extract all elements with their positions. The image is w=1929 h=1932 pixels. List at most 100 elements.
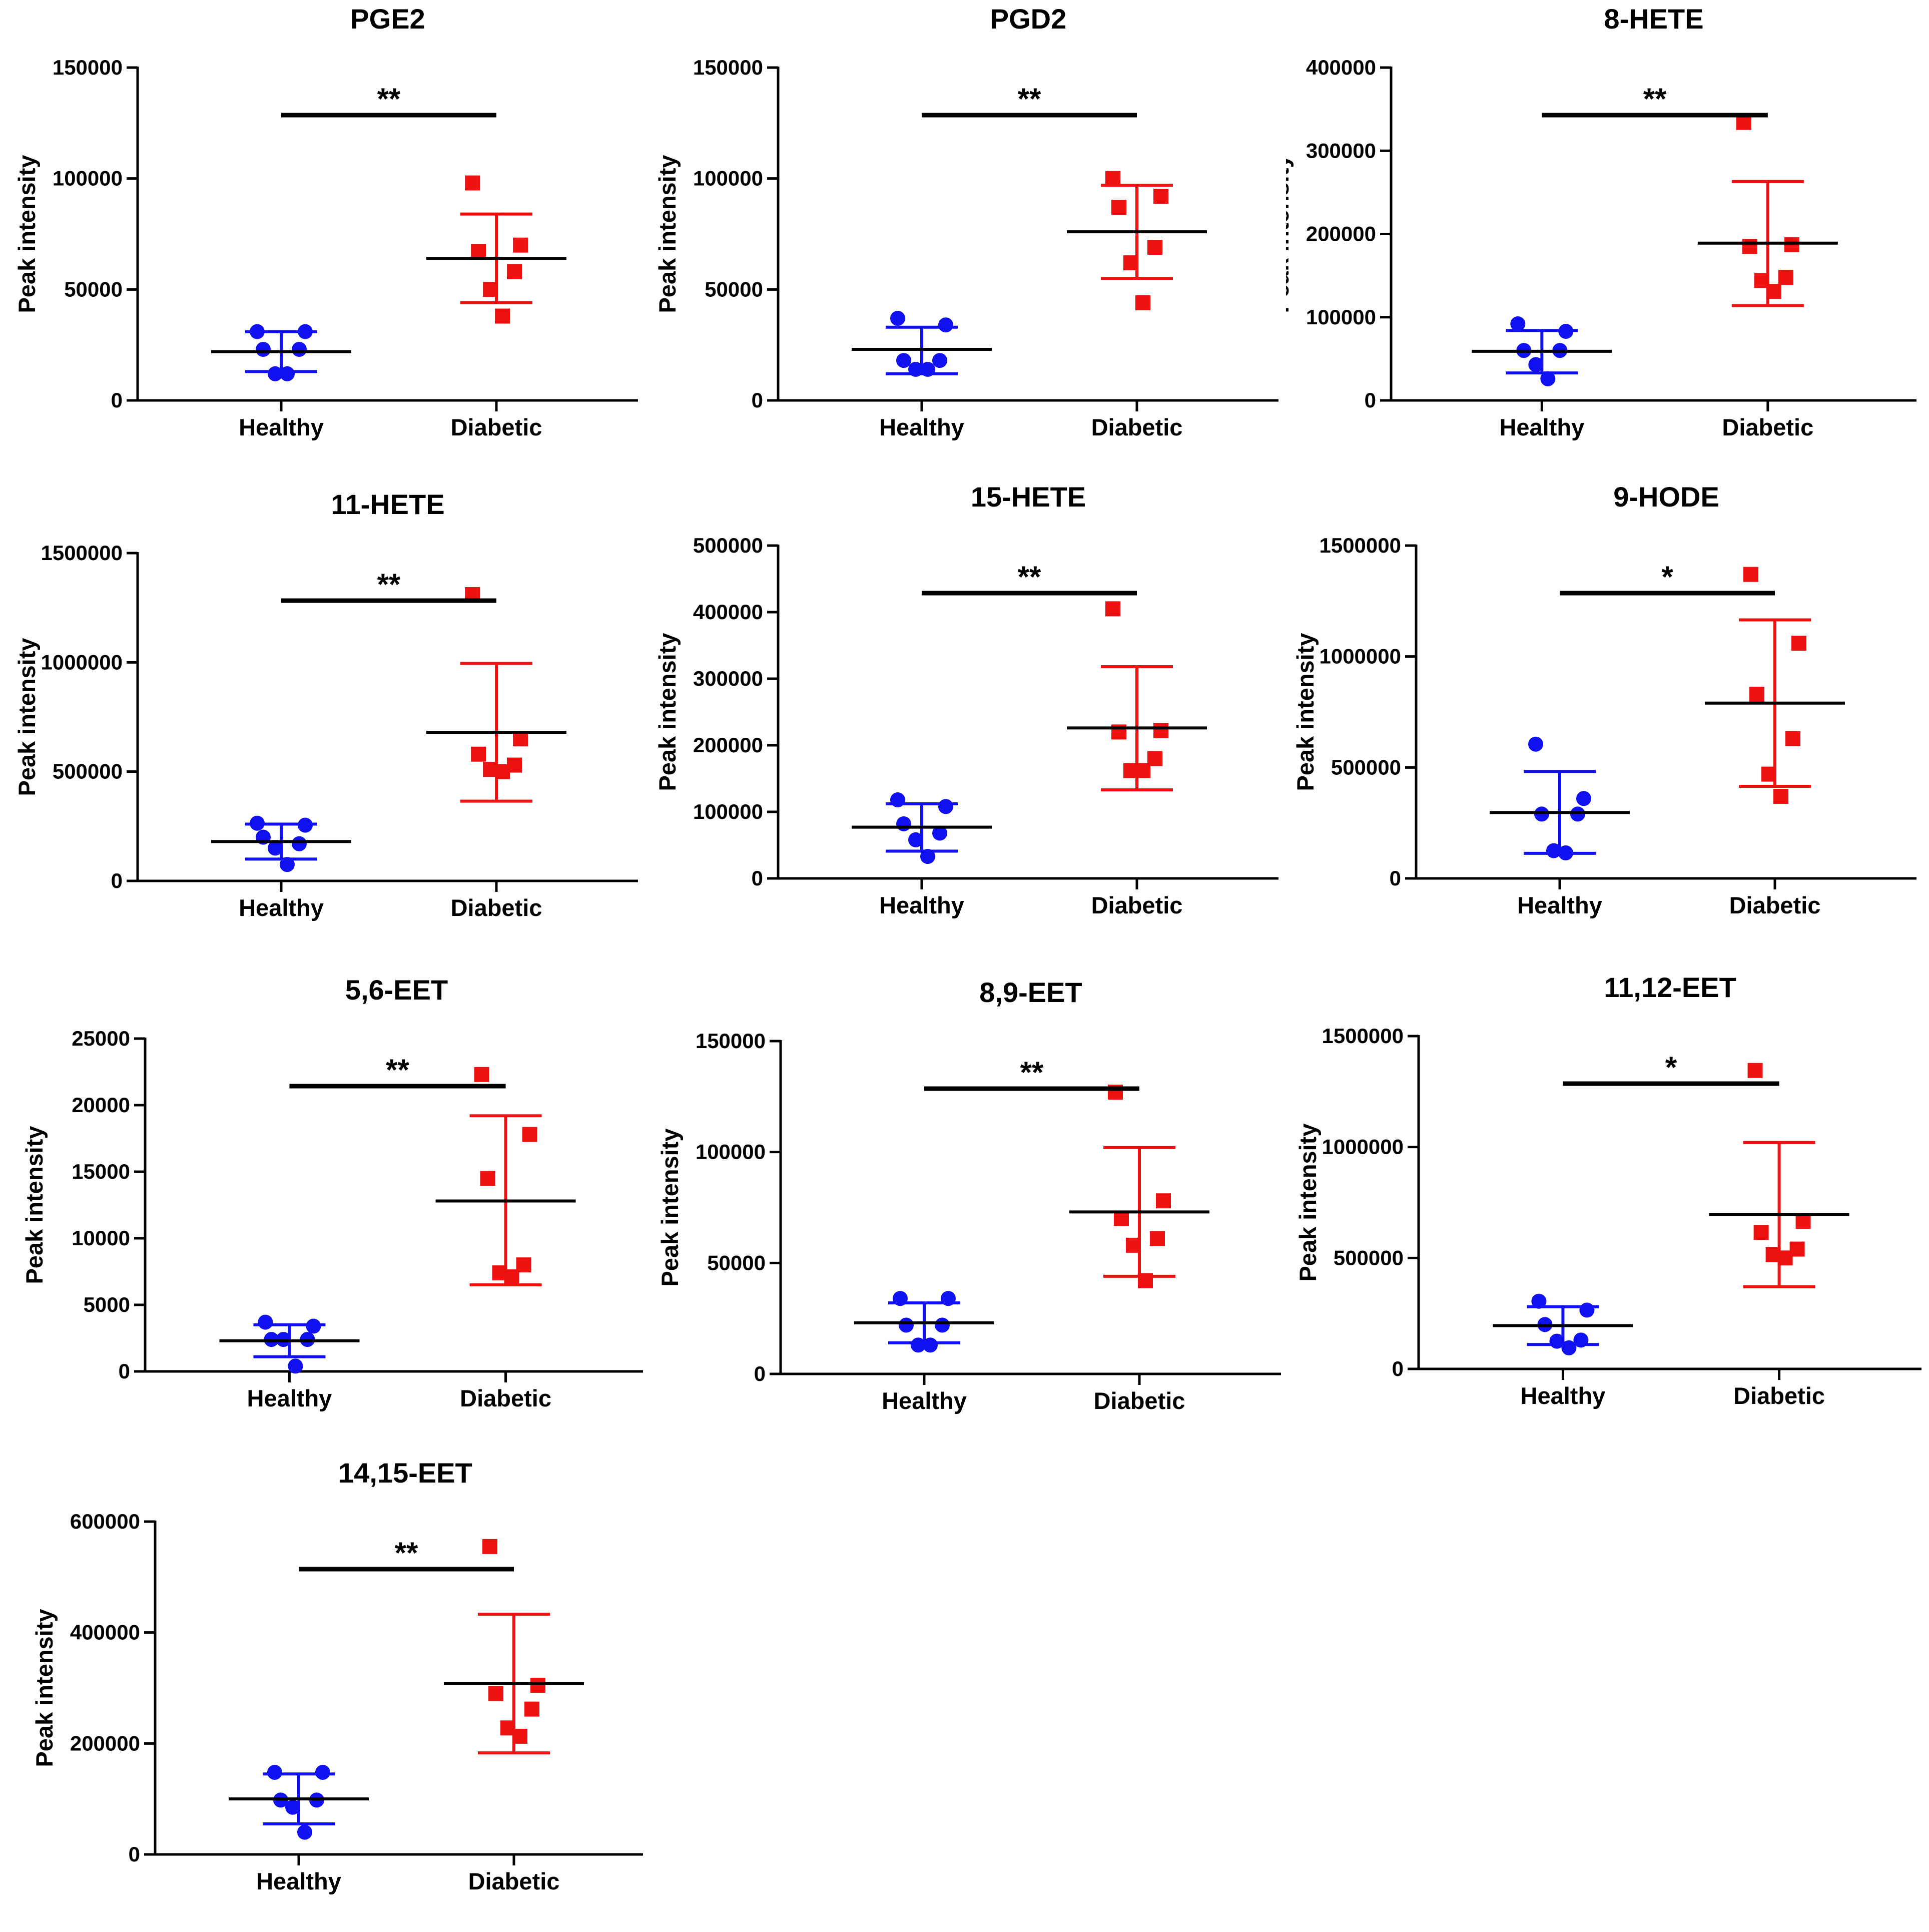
data-point-healthy <box>1570 806 1585 822</box>
data-point-healthy <box>932 353 947 368</box>
data-point-diabetic <box>1111 200 1126 215</box>
chart-title: 15-HETE <box>971 481 1086 513</box>
data-point-diabetic <box>1105 601 1120 617</box>
y-axis-label: Peak intensity <box>654 155 681 313</box>
data-point-diabetic <box>1742 239 1757 254</box>
data-point-healthy <box>1540 371 1556 386</box>
data-point-diabetic <box>1795 1214 1811 1229</box>
data-point-diabetic <box>495 764 510 779</box>
data-point-healthy <box>908 832 923 847</box>
data-point-diabetic <box>1747 1063 1763 1078</box>
data-point-healthy <box>920 849 935 864</box>
data-point-healthy <box>297 1824 312 1840</box>
data-point-healthy <box>292 836 307 851</box>
data-point-diabetic <box>1791 636 1806 651</box>
data-point-healthy <box>893 1291 908 1306</box>
data-point-healthy <box>250 815 265 831</box>
y-axis-label: Peak intensity <box>1295 1123 1321 1281</box>
data-point-healthy <box>1528 357 1544 372</box>
data-point-diabetic <box>1114 1211 1129 1226</box>
data-point-diabetic <box>1138 1273 1153 1288</box>
data-point-healthy <box>298 324 313 339</box>
y-tick-label: 0 <box>111 388 123 412</box>
y-axis-label: Peak intensity <box>657 1128 683 1286</box>
data-point-diabetic <box>1778 269 1793 285</box>
x-tick-label-healthy: Healthy <box>1517 892 1602 918</box>
significance-label: * <box>1665 1051 1677 1084</box>
data-point-healthy <box>908 361 923 377</box>
data-point-healthy <box>292 342 307 357</box>
y-tick-label: 10000 <box>72 1226 130 1250</box>
y-tick-label: 50000 <box>705 277 763 301</box>
x-tick-label-healthy: Healthy <box>256 1868 341 1894</box>
data-point-healthy <box>890 792 905 808</box>
chart-panel-8-9-eet: 0 50000 100000 150000 Peak intensity 8,9-EET H… <box>643 971 1286 1452</box>
y-tick-label: 150000 <box>696 1029 766 1053</box>
data-point-diabetic <box>1785 731 1800 746</box>
data-point-diabetic <box>1766 284 1781 299</box>
y-axis-label: Peak intensity <box>654 633 681 791</box>
y-tick-label: 0 <box>119 1359 130 1383</box>
data-point-diabetic <box>495 308 510 324</box>
chart-panel-15-hete: 0 100000 200000 300000 400000 500000 Peak inte… <box>643 480 1286 961</box>
x-tick-label-diabetic: Diabetic <box>1733 1382 1825 1409</box>
data-point-healthy <box>1561 1340 1577 1355</box>
chart-svg: 0 50000 100000 150000 Peak intensity PGD2 Heal… <box>654 3 1278 440</box>
data-point-diabetic <box>1784 237 1799 253</box>
data-point-healthy <box>941 1291 956 1306</box>
y-tick-label: 500000 <box>53 760 123 783</box>
y-tick-label: 500000 <box>1334 1246 1404 1269</box>
y-tick-label: 100000 <box>693 800 763 823</box>
data-point-diabetic <box>530 1677 545 1693</box>
y-tick-label: 300000 <box>693 667 763 690</box>
y-tick-label: 100000 <box>693 167 763 190</box>
data-point-diabetic <box>483 282 498 297</box>
data-point-healthy <box>280 857 295 872</box>
y-tick-label: 0 <box>754 1362 766 1385</box>
data-point-healthy <box>1576 791 1591 806</box>
y-tick-label: 400000 <box>1306 56 1376 79</box>
chart-panel-pge2: 0 50000 100000 150000 Peak intensity PGE2 Heal… <box>0 0 643 480</box>
data-point-healthy <box>315 1764 330 1780</box>
data-point-healthy <box>288 1358 303 1374</box>
significance-label: ** <box>1018 560 1041 594</box>
y-tick-label: 15000 <box>72 1160 130 1183</box>
data-point-healthy <box>911 1337 926 1353</box>
chart-svg: 0 100000 200000 300000 400000 500000 Peak inte… <box>654 481 1278 918</box>
data-point-diabetic <box>513 237 528 253</box>
data-point-healthy <box>938 799 953 814</box>
y-tick-label: 0 <box>111 869 123 892</box>
data-point-healthy <box>890 310 905 326</box>
data-point-healthy <box>896 353 911 368</box>
data-point-healthy <box>298 817 313 833</box>
chart-title: 8,9-EET <box>979 977 1082 1008</box>
chart-svg: 0 50000 100000 150000 Peak intensity 8,9-EET H… <box>657 977 1281 1414</box>
x-tick-label-diabetic: Diabetic <box>1091 414 1183 440</box>
y-tick-label: 25000 <box>72 1027 130 1050</box>
y-axis-label: Peak intensity <box>1286 155 1294 313</box>
data-point-diabetic <box>513 731 528 747</box>
y-axis-label: Peak intensity <box>14 155 40 313</box>
x-tick-label-diabetic: Diabetic <box>451 894 542 921</box>
data-point-healthy <box>256 342 271 357</box>
data-point-healthy <box>896 816 911 831</box>
x-tick-label-diabetic: Diabetic <box>1729 892 1821 918</box>
data-point-diabetic <box>1743 567 1758 582</box>
chart-title: 9-HODE <box>1613 481 1719 513</box>
chart-title: 14,15-EET <box>338 1457 472 1489</box>
x-tick-label-healthy: Healthy <box>879 892 964 918</box>
x-tick-label-healthy: Healthy <box>247 1385 332 1411</box>
y-tick-label: 500000 <box>693 534 763 557</box>
y-tick-label: 1500000 <box>1322 1024 1404 1048</box>
chart-title: 11-HETE <box>331 489 444 520</box>
chart-title: 8-HETE <box>1604 3 1703 35</box>
data-point-diabetic <box>1150 1231 1165 1246</box>
y-tick-label: 400000 <box>70 1621 140 1644</box>
y-tick-label: 200000 <box>693 733 763 757</box>
data-point-healthy <box>1573 1332 1589 1348</box>
chart-svg: 0 500000 1000000 1500000 Peak intensity 11-HE… <box>14 489 638 921</box>
data-point-diabetic <box>488 1686 503 1701</box>
y-tick-label: 100000 <box>1306 305 1376 329</box>
data-point-healthy <box>1549 1333 1565 1349</box>
significance-label: ** <box>1018 82 1041 116</box>
